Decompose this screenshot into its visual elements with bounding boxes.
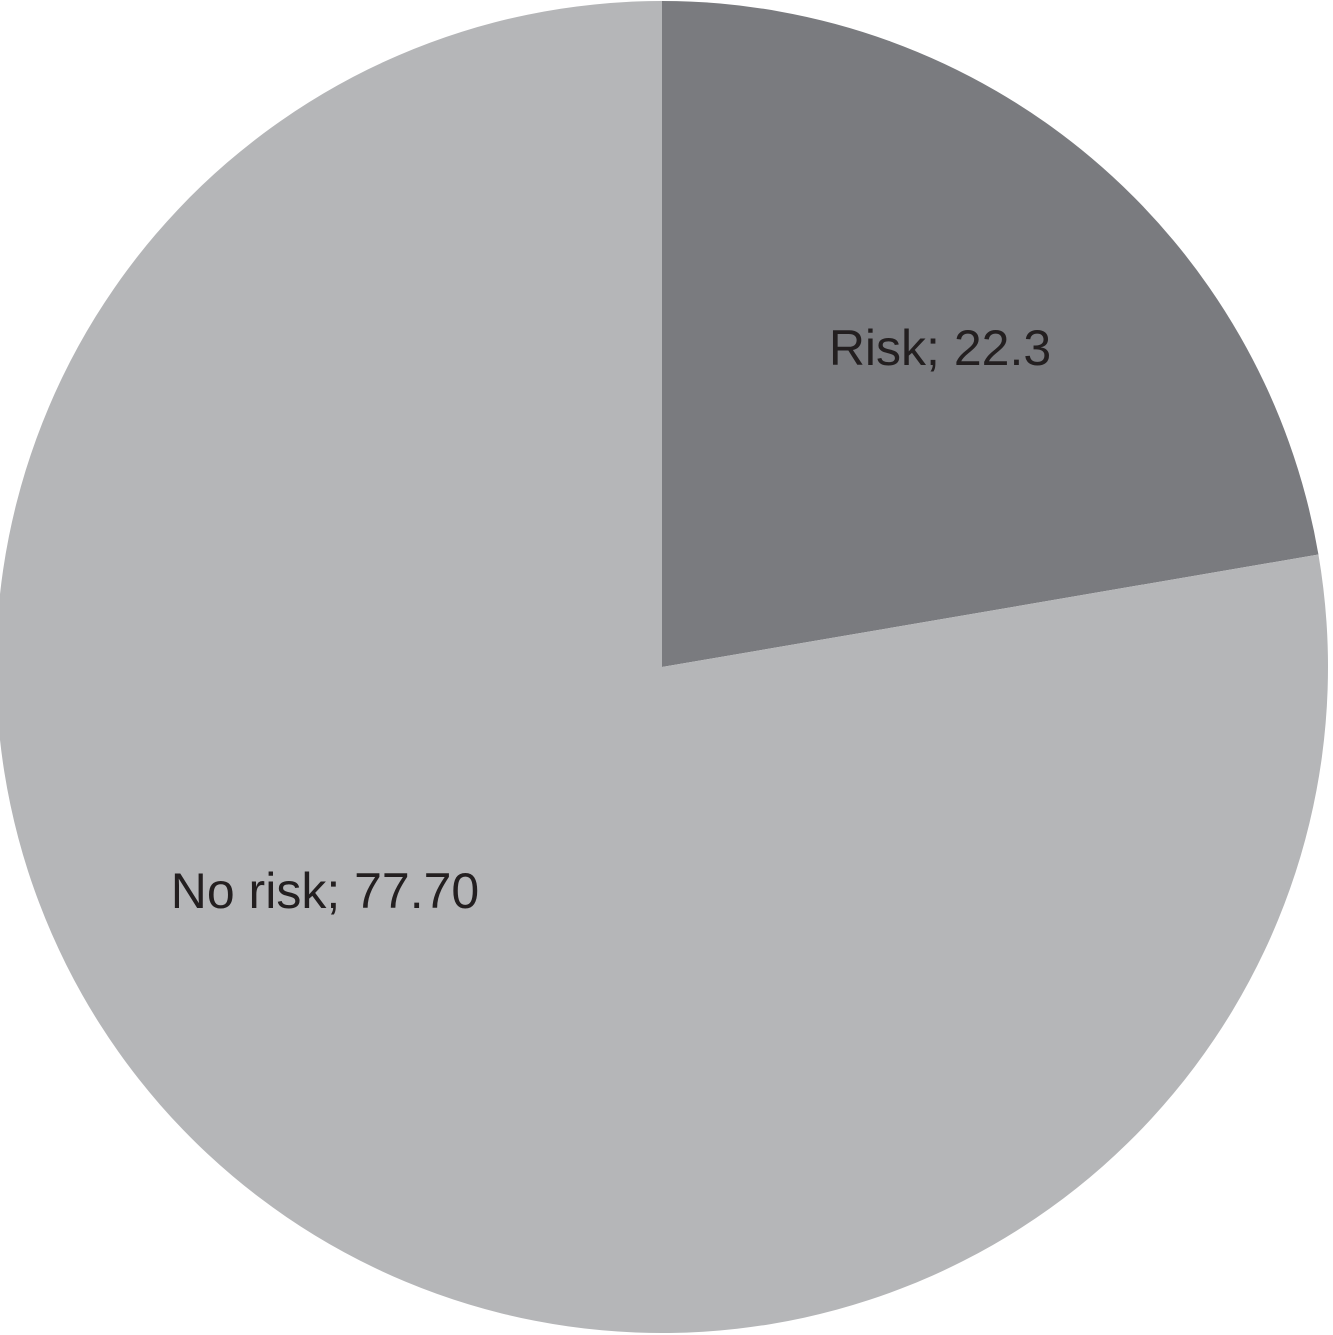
data-label: No risk; 77.70 [171, 863, 479, 919]
pie-slice [662, 1, 1319, 667]
data-label: Risk; 22.3 [829, 320, 1051, 376]
